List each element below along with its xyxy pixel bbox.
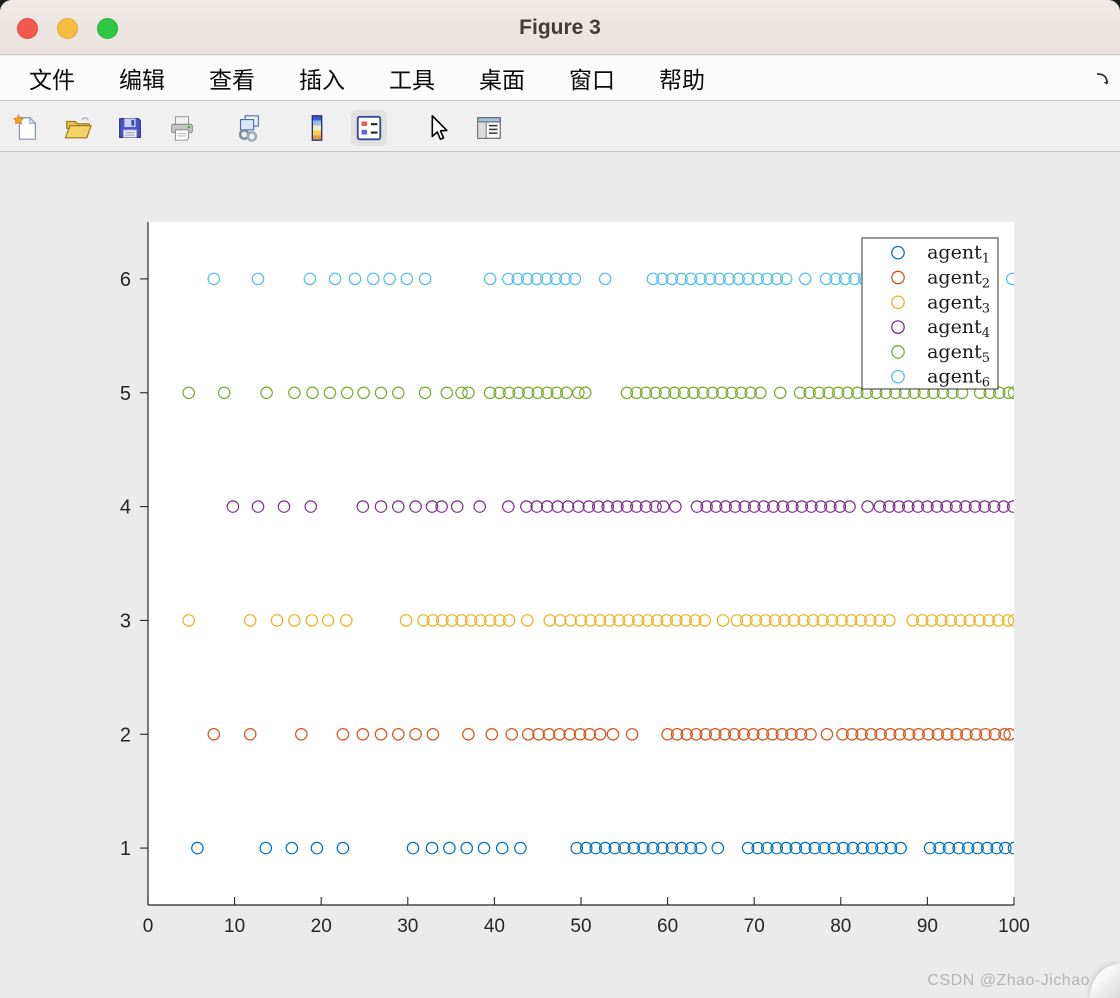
menu-item-view[interactable]: 查看 <box>209 67 255 93</box>
svg-text:50: 50 <box>570 916 591 937</box>
svg-text:10: 10 <box>224 916 245 937</box>
series-markers <box>182 272 1021 855</box>
save-icon <box>119 118 141 138</box>
menubar: 文件 编辑 查看 插入 工具 桌面 窗口 帮助 <box>0 56 1120 101</box>
insert-colorbar-button[interactable] <box>299 110 335 146</box>
svg-text:0: 0 <box>143 916 154 937</box>
new-figure-icon <box>13 114 37 140</box>
svg-text:100: 100 <box>998 916 1030 937</box>
save-figure-button[interactable] <box>112 110 148 146</box>
zoom-button[interactable] <box>97 18 118 39</box>
traffic-lights <box>17 18 118 39</box>
link-icon <box>238 115 259 142</box>
legend-entry-agent5: agent5 <box>891 341 990 366</box>
open-file-button[interactable] <box>60 110 96 146</box>
legend-entry-agent6: agent6 <box>891 366 990 391</box>
titlebar: Figure 3 <box>0 0 1120 55</box>
toolbar <box>0 101 1120 152</box>
svg-text:agent4: agent4 <box>927 316 990 341</box>
legend-entry-agent4: agent4 <box>891 316 990 341</box>
series-agent_1 <box>191 841 1021 855</box>
menu-item-window[interactable]: 窗口 <box>569 67 615 93</box>
menu-item-file[interactable]: 文件 <box>29 67 75 93</box>
menu-item-insert[interactable]: 插入 <box>299 67 345 93</box>
svg-text:agent2: agent2 <box>927 267 990 292</box>
printer-icon <box>171 116 193 141</box>
y-tick-labels: 1 2 3 4 5 6 <box>120 269 148 860</box>
svg-text:6: 6 <box>120 269 131 291</box>
window-title: Figure 3 <box>519 16 601 39</box>
figure-canvas: 0 10 20 30 40 50 60 70 80 90 100 1 2 3 4 5 6 agent1 agent2… <box>0 152 1120 998</box>
svg-text:5: 5 <box>120 383 131 405</box>
svg-text:agent6: agent6 <box>927 366 990 391</box>
figure-axes: 0 10 20 30 40 50 60 70 80 90 100 1 2 3 4 5 6 agent1agent2… <box>120 222 1030 937</box>
series-agent_3 <box>182 614 1021 627</box>
watermark: CSDN @Zhao-Jichao <box>927 972 1090 989</box>
edit-plot-button[interactable] <box>419 110 455 146</box>
minimize-button[interactable] <box>57 18 78 39</box>
svg-text:agent1: agent1 <box>927 242 990 267</box>
svg-text:90: 90 <box>917 916 938 937</box>
link-plot-button[interactable] <box>230 110 266 146</box>
series-agent_4 <box>226 500 1020 513</box>
new-figure-button[interactable] <box>8 110 44 146</box>
legend-entry-agent2: agent2 <box>891 267 990 292</box>
svg-text:60: 60 <box>657 916 678 937</box>
svg-text:1: 1 <box>120 838 131 860</box>
legend-icon <box>356 115 382 141</box>
svg-text:30: 30 <box>397 916 418 937</box>
colorbar-icon <box>311 115 323 141</box>
open-folder-icon <box>64 117 92 139</box>
menu-item-edit[interactable]: 编辑 <box>119 67 165 93</box>
svg-text:agent3: agent3 <box>927 291 990 316</box>
dock-figure-icon[interactable] <box>1094 70 1112 88</box>
menu-item-tools[interactable]: 工具 <box>389 67 435 93</box>
svg-text:4: 4 <box>120 497 131 519</box>
svg-text:80: 80 <box>830 916 851 937</box>
property-inspector-button[interactable] <box>471 110 507 146</box>
insert-legend-button[interactable] <box>351 110 387 146</box>
legend-entry-agent3: agent3 <box>891 291 990 316</box>
print-figure-button[interactable] <box>164 110 200 146</box>
svg-text:2: 2 <box>120 724 131 746</box>
series-agent_2 <box>207 727 1016 741</box>
svg-text:40: 40 <box>484 916 505 937</box>
menu-item-help[interactable]: 帮助 <box>659 67 705 93</box>
svg-text:agent5: agent5 <box>927 341 990 366</box>
menu-item-desktop[interactable]: 桌面 <box>479 67 525 93</box>
legend-entry-agent1: agent1 <box>891 242 990 267</box>
panel-icon <box>477 117 501 139</box>
svg-text:3: 3 <box>120 610 131 632</box>
svg-text:70: 70 <box>744 916 765 937</box>
close-button[interactable] <box>17 18 38 39</box>
svg-text:20: 20 <box>311 916 332 937</box>
cursor-arrow-icon <box>431 115 448 141</box>
x-tick-labels: 0 10 20 30 40 50 60 70 80 90 100 <box>143 897 1030 937</box>
